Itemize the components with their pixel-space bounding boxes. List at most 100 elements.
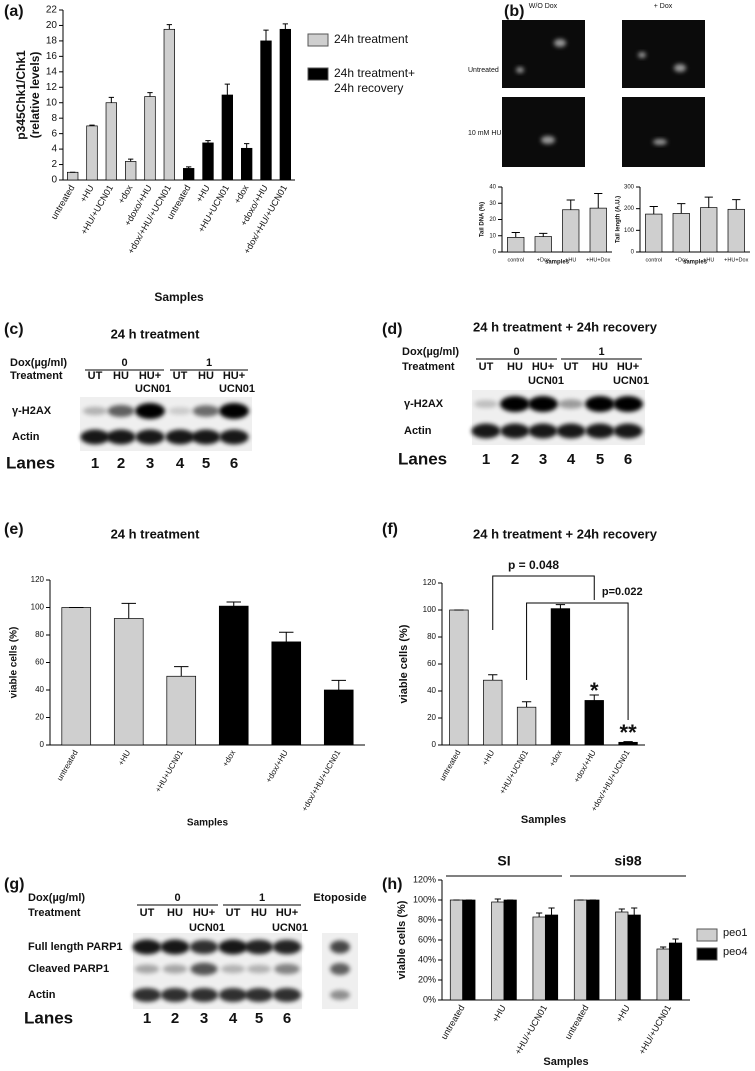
bar <box>503 899 517 1001</box>
error-bar <box>244 143 250 149</box>
band <box>160 939 190 955</box>
x-axis-title: Samples <box>187 818 229 829</box>
row-label: γ-H2AX <box>12 405 52 417</box>
y-tick-label: 30 <box>489 201 496 207</box>
row-label: Actin <box>12 431 40 443</box>
bar <box>61 607 92 746</box>
column-label: + Dox <box>654 3 673 10</box>
row-label: Actin <box>28 989 56 1001</box>
legend-swatch <box>307 67 329 81</box>
band <box>247 964 271 974</box>
error-bar <box>521 701 532 708</box>
y-tick-label: 0% <box>423 994 436 1004</box>
bar <box>516 706 537 746</box>
bar <box>491 901 505 1001</box>
lane-heading: HU+ <box>617 361 639 373</box>
band <box>613 396 643 412</box>
bar <box>573 899 588 1001</box>
x-tick-label: +HU/+UCN01 <box>498 748 531 796</box>
error-bar <box>226 601 241 607</box>
y-tick-label: 40 <box>35 685 44 694</box>
comet-blob <box>638 52 646 58</box>
y-tick-label: 0 <box>40 740 45 749</box>
bar <box>700 207 718 253</box>
lane-heading: UCN01 <box>272 922 308 934</box>
bar <box>144 96 156 181</box>
lane-number: 6 <box>230 455 238 472</box>
y-tick-label: 20 <box>489 217 496 223</box>
y-axis-title: viable cells (%) <box>396 900 408 979</box>
panel-label: (f) <box>382 521 398 538</box>
dox-level: 1 <box>598 346 604 358</box>
lane-number: 3 <box>146 455 154 472</box>
lane-heading: HU+ <box>139 370 161 382</box>
lane-heading: HU <box>251 907 267 919</box>
x-axis-title: samples <box>683 260 708 266</box>
bar <box>668 942 683 1001</box>
y-tick-label: 80 <box>427 632 436 641</box>
band <box>192 405 220 417</box>
lane-number: 5 <box>255 1010 263 1027</box>
lane-heading: HU+ <box>532 361 554 373</box>
legend-label: peo4 <box>723 946 748 958</box>
lane-heading: HU+ <box>223 370 245 382</box>
x-tick-label: +HU <box>116 748 132 767</box>
treatment-label: Treatment <box>28 907 81 919</box>
bar <box>202 142 214 181</box>
y-tick-label: 2 <box>51 159 57 170</box>
bar <box>550 608 571 746</box>
blot-title: 24 h treatment <box>111 326 201 341</box>
panel-label: (h) <box>382 876 402 893</box>
y-tick-label: 80% <box>418 914 436 924</box>
band <box>558 399 584 409</box>
row-label: Cleaved PARP1 <box>28 963 109 975</box>
error-bar <box>631 907 638 915</box>
error-bar <box>539 232 548 237</box>
bar <box>589 207 607 253</box>
bar <box>183 168 195 181</box>
legend-item: peo1 <box>723 927 747 939</box>
y-tick-label: 18 <box>46 36 58 47</box>
error-bar <box>589 694 599 701</box>
comet-image <box>622 20 705 88</box>
lane-heading: UT <box>226 907 241 919</box>
band <box>165 429 195 445</box>
lane-heading: UT <box>140 907 155 919</box>
row-label: 10 mM HU <box>468 130 501 137</box>
x-tick-label: untreated <box>439 1003 467 1041</box>
y-tick-label: 0 <box>493 250 497 256</box>
y-tick-label: 16 <box>46 51 58 62</box>
error-bar <box>649 206 658 215</box>
bar <box>113 618 144 746</box>
lane-heading: HU+ <box>193 907 215 919</box>
x-tick-label: +dox/+HU <box>264 748 290 784</box>
x-tick-label: +dox/+HU <box>572 748 598 784</box>
error-bar <box>282 23 288 30</box>
band <box>189 988 219 1002</box>
y-tick-label: 20 <box>427 713 436 722</box>
row-label: Untreated <box>468 67 499 74</box>
bar <box>271 641 302 746</box>
error-bar <box>121 602 136 619</box>
x-tick-label: +dox/+HU/+UCN01 <box>589 748 632 813</box>
band <box>272 988 302 1002</box>
x-tick-label: +HU <box>480 748 496 767</box>
x-tick-label: +HU <box>614 1003 632 1024</box>
annotation: ** <box>620 720 638 745</box>
treatment-label: Treatment <box>402 361 455 373</box>
band <box>168 407 192 415</box>
band <box>471 423 501 439</box>
y-axis-title: viable cells (%) <box>9 627 20 699</box>
y-tick-label: 100 <box>423 605 437 614</box>
lane-heading: HU <box>198 370 214 382</box>
bar <box>562 209 580 253</box>
x-tick-label: +HU <box>490 1003 508 1024</box>
dox-level: 0 <box>121 357 127 369</box>
y-tick-label: 80 <box>35 630 44 639</box>
lane-number: 3 <box>539 451 547 468</box>
comet-image <box>502 97 585 167</box>
lane-number: 1 <box>482 451 490 468</box>
x-tick-label: control <box>645 257 662 263</box>
y-axis-title: (relative levels) <box>28 52 42 139</box>
comet-blob <box>554 39 566 47</box>
